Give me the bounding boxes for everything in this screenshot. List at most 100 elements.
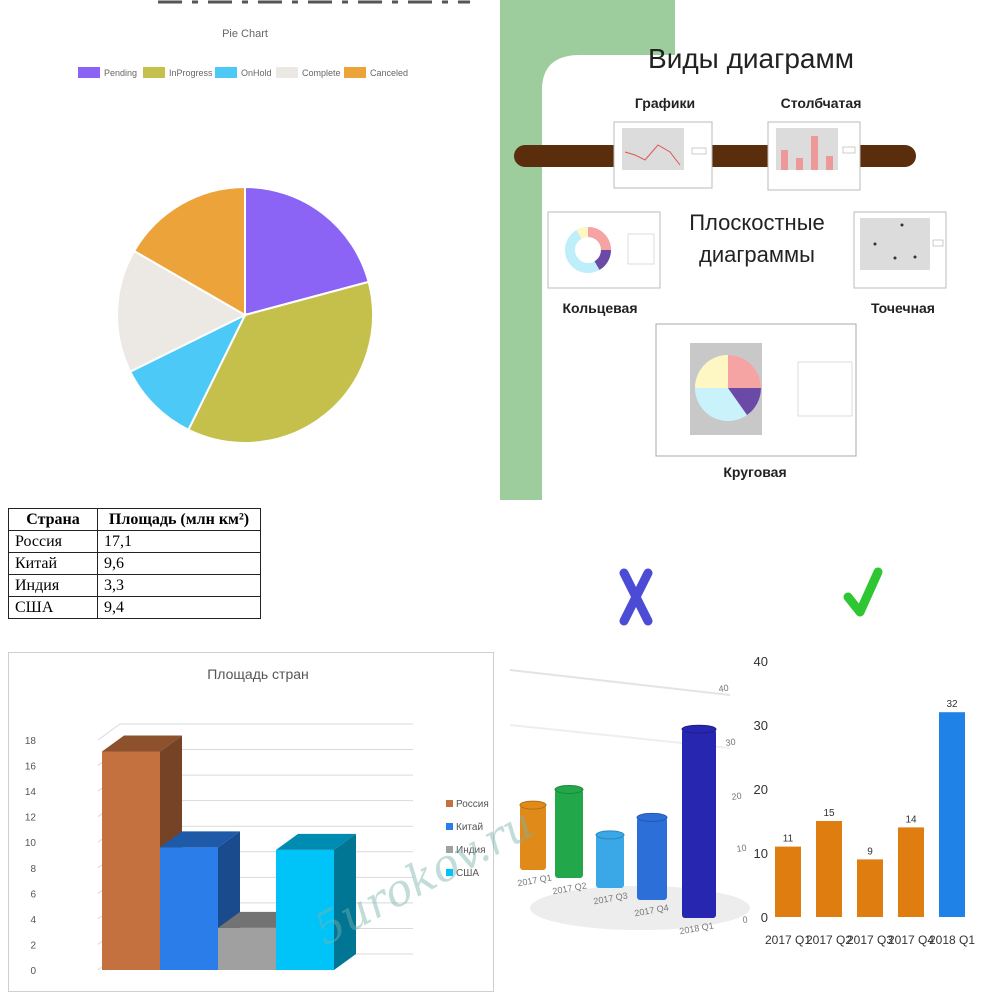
pie-slices (116, 185, 374, 444)
bar-value-label: 15 (823, 808, 835, 819)
table-cell: Китай (8, 552, 98, 575)
y-tick-label: 0 (761, 910, 768, 925)
y-tick-label: 20 (731, 791, 742, 802)
legend-swatch (276, 67, 298, 78)
bar-top (276, 833, 356, 850)
label-bar: Столбчатая (781, 95, 862, 111)
x-tick-label: 2017 Q1 (517, 872, 553, 888)
legend-label: Canceled (370, 68, 408, 78)
bar-top (595, 830, 625, 840)
bar (555, 789, 583, 878)
label-ring: Кольцевая (562, 300, 637, 316)
legend-swatch (446, 800, 453, 807)
right-flat-chart: 0 10 20 30 40 11 2017 Q1 15 2017 Q2 9 2017 Q3 14 201… (754, 654, 976, 947)
label-flat-1: Плоскостные (689, 210, 825, 235)
bar-value-label: 14 (905, 814, 917, 825)
pie-slice (128, 312, 248, 432)
country-area-chart: Площадь стран 0 2 4 6 8 10 12 14 16 18 Россия Кита… (25, 666, 489, 977)
legend-label: Китай (456, 822, 483, 833)
bar (857, 859, 883, 917)
legend-swatch (143, 67, 165, 78)
bar-value-label: 32 (946, 699, 958, 710)
pie-legend: Pending InProgress OnHold Complete Canceled (78, 67, 408, 78)
legend-swatch (215, 67, 237, 78)
y-tick-label: 4 (30, 915, 36, 926)
thumb-scatter-chart (853, 211, 947, 289)
table-header-country: Страна (8, 508, 98, 531)
x-tick-label: 2017 Q4 (888, 933, 934, 947)
legend-label: Россия (456, 799, 489, 810)
legend-label: Индия (456, 845, 486, 856)
label-flat-2: диаграммы (699, 242, 815, 267)
bar (596, 834, 624, 888)
table-cell: США (8, 596, 98, 619)
x-tick-label: 2017 Q2 (806, 933, 852, 947)
pie-slice (132, 185, 246, 317)
y-tick-label: 18 (25, 736, 37, 747)
thumb-ring-chart (547, 211, 661, 289)
bar (520, 805, 546, 870)
pie-chart: Pending InProgress OnHold Complete Canceled (78, 0, 470, 444)
y-tick-label: 0 (30, 966, 36, 977)
bar (276, 849, 334, 970)
bar-top (681, 724, 717, 734)
check-icon (843, 567, 883, 617)
bar (816, 821, 842, 917)
table-cell: 3,3 (97, 574, 261, 597)
bar (939, 712, 965, 917)
bar (682, 729, 716, 918)
bar-side (334, 833, 356, 970)
chart-legend: Россия Китай Индия США (446, 799, 489, 879)
table-cell: 9,4 (97, 596, 261, 619)
bar (898, 827, 924, 917)
y-tick-label: 40 (754, 654, 768, 669)
green-frame-top (540, 0, 675, 55)
y-tick-labels: 0 2 4 6 8 10 12 14 16 18 (25, 736, 37, 977)
table-row: Китай 9,6 (8, 552, 261, 575)
bar-top (160, 831, 240, 848)
y-tick-label: 30 (725, 737, 736, 748)
legend-swatch (446, 869, 453, 876)
bar-top (519, 800, 547, 810)
y-tick-label: 10 (25, 838, 37, 849)
legend-label: OnHold (241, 68, 272, 78)
legend-label: Pending (104, 68, 137, 78)
thumb-pie-chart (655, 323, 857, 457)
pie-slice (244, 185, 370, 317)
legend-label: InProgress (169, 68, 213, 78)
y-tick-label: 2 (30, 940, 36, 951)
bar-top (636, 812, 668, 822)
table-row: Индия 3,3 (8, 574, 261, 597)
cross-icon (619, 568, 653, 626)
y-tick-label: 0 (742, 914, 748, 925)
bar (218, 927, 276, 970)
label-pie: Круговая (723, 464, 786, 480)
gridline (509, 669, 731, 696)
label-scatter: Точечная (871, 300, 935, 316)
table-row: США 9,4 (8, 596, 261, 619)
legend-swatch (446, 823, 453, 830)
legend-swatch (446, 846, 453, 853)
chart-types-infographic: Виды диаграмм Графики Столбчатая Плоскос… (500, 0, 1000, 500)
table-row: Россия 17,1 (8, 530, 261, 553)
pie-slice (116, 249, 248, 373)
bar-value-label: 11 (783, 834, 794, 845)
y-tick-label: 8 (30, 864, 36, 875)
infographic-title: Виды диаграмм (648, 43, 854, 74)
pie-slice (187, 280, 374, 444)
table-header-area: Площадь (млн км²) (97, 508, 261, 531)
legend-label: Complete (302, 68, 341, 78)
country-area-chart-frame (8, 652, 494, 992)
bar-top (102, 735, 182, 752)
y-tick-label: 20 (754, 782, 768, 797)
table-cell: 9,6 (97, 552, 261, 575)
countries-area-table: Страна Площадь (млн км²) Россия 17,1 Кита… (8, 508, 261, 619)
y-tick-label: 16 (25, 762, 37, 773)
table-cell: Россия (8, 530, 98, 553)
table-header-row: Страна Площадь (млн км²) (8, 508, 261, 531)
y-tick-label: 40 (718, 683, 729, 694)
y-tick-label: 6 (30, 889, 36, 900)
x-tick-label: 2018 Q1 (929, 933, 975, 947)
